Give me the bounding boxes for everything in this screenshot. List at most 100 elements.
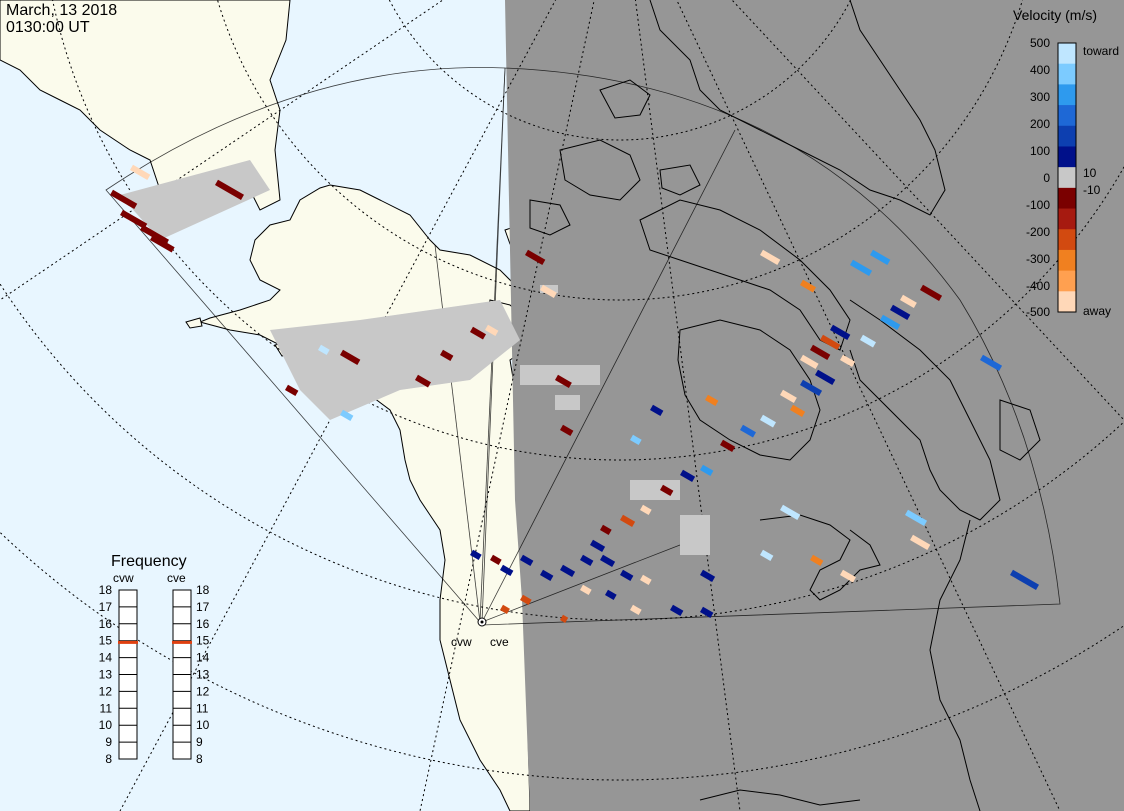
velocity-cell	[760, 414, 776, 428]
velocity-cell	[810, 554, 824, 566]
frequency-panel: Frequency cvw cve 18 17 16 15 14 13 12 11 10 9 8 18…	[99, 553, 210, 766]
velocity-cell	[830, 324, 851, 341]
arctic-archipelago-2	[599, 79, 651, 119]
velocity-cell	[879, 314, 901, 331]
colorbar-tick-label: -300	[1026, 252, 1050, 266]
velocity-cell	[340, 409, 354, 421]
colorbar-band	[1058, 187, 1076, 210]
velocity-cell	[490, 554, 502, 565]
velocity-cell	[559, 614, 569, 623]
colorbar-band	[1058, 105, 1076, 127]
colorbar-tick-label: -100	[1026, 198, 1050, 212]
velocity-cell	[150, 234, 175, 253]
colorbar-frame	[1057, 42, 1077, 313]
velocity-cell	[580, 554, 594, 566]
night-terminator	[505, 0, 1124, 811]
ground-scatter	[120, 160, 710, 555]
us-east-coast	[929, 519, 981, 811]
arctic-archipelago-3	[659, 164, 701, 196]
velocity-cell	[815, 369, 836, 385]
cve-fov	[481, 67, 1061, 626]
frequency-scale-label: 17	[99, 600, 113, 614]
frequency-scale-label: 8	[105, 752, 112, 766]
frequency-radar-right: cve	[167, 571, 186, 585]
velocity-cell	[760, 549, 774, 562]
velocity-cell	[800, 379, 823, 397]
date-label: March, 13 2018	[6, 2, 118, 19]
greenland-coast	[649, 0, 946, 216]
velocity-cell	[669, 604, 684, 616]
colorbar-title: Velocity (m/s)	[1013, 7, 1097, 23]
night-coastlines	[529, 0, 1041, 811]
velocity-cell	[119, 209, 148, 229]
colorbar-band	[1058, 249, 1076, 272]
velocity-cell	[720, 439, 736, 452]
velocity-cell	[559, 424, 574, 437]
frequency-scale-label: 10	[99, 718, 113, 732]
frequency-scale-label: 16	[196, 617, 210, 631]
frequency-scale-label: 18	[99, 583, 113, 597]
velocity-cell	[630, 604, 642, 615]
velocity-cell	[580, 584, 592, 595]
colorbar-tick-label: -400	[1026, 279, 1050, 293]
colorbar-band	[1058, 208, 1076, 230]
velocity-cell	[900, 294, 917, 308]
velocity-cell	[860, 334, 876, 348]
velocity-cell	[520, 554, 534, 566]
velocity-cell	[470, 326, 486, 340]
velocity-cell	[500, 604, 510, 614]
velocity-cell	[700, 569, 716, 583]
velocity-cell	[340, 349, 361, 365]
velocity-cell	[780, 504, 801, 520]
colorbar-band	[1058, 43, 1076, 65]
velocity-colorbar: Velocity (m/s) 500400300200100100-10-100…	[1013, 7, 1119, 319]
velocity-cell	[600, 554, 616, 567]
velocity-cell	[555, 374, 572, 389]
velocity-cell	[440, 349, 454, 362]
colorbar-tick-label: -200	[1026, 225, 1050, 239]
newfoundland-coast	[999, 399, 1041, 461]
velocity-cell	[705, 394, 719, 407]
velocity-cell	[640, 504, 652, 515]
velocity-cell	[790, 404, 806, 418]
frequency-scale-label: 12	[196, 684, 210, 698]
velocity-cell	[1010, 569, 1039, 591]
radar-site-marker	[477, 617, 487, 627]
velocity-cell	[650, 404, 664, 417]
arctic-archipelago-1	[559, 139, 641, 201]
velocity-cell	[470, 549, 482, 560]
great-lakes	[759, 514, 881, 601]
velocity-cell	[630, 434, 642, 445]
frequency-scale-label: 9	[105, 735, 112, 749]
velocity-cell	[680, 469, 696, 483]
colorbar-tick-label: 0	[1043, 171, 1050, 185]
colorbar-tick-label: 500	[1030, 36, 1050, 50]
velocity-cell	[520, 594, 532, 605]
velocity-cell	[800, 354, 819, 370]
velocity-cell	[110, 189, 138, 209]
frequency-scale-label: 17	[196, 600, 210, 614]
site-label-cve: cve	[490, 635, 509, 649]
frequency-scale-label: 12	[99, 684, 113, 698]
velocity-cell	[840, 354, 856, 367]
site-label-cvw: cvw	[451, 635, 472, 649]
velocity-cell	[415, 374, 431, 388]
velocity-cell	[620, 514, 636, 527]
velocity-cell	[525, 249, 546, 265]
colorbar-tick-label: 300	[1030, 90, 1050, 104]
colorbar-band	[1058, 167, 1076, 189]
cvw-fov	[105, 67, 506, 623]
velocity-cell	[540, 569, 554, 581]
aleutian-1	[185, 317, 203, 329]
frequency-scale-label: 15	[196, 634, 210, 648]
frequency-radar-left: cvw	[113, 571, 134, 585]
radar-fov	[105, 67, 1061, 626]
time-label: 0130:00 UT	[6, 19, 90, 36]
colorbar-band	[1058, 125, 1076, 147]
frequency-scale-label: 13	[196, 668, 210, 682]
velocity-cell	[500, 564, 514, 576]
colorbar-band	[1058, 291, 1076, 313]
